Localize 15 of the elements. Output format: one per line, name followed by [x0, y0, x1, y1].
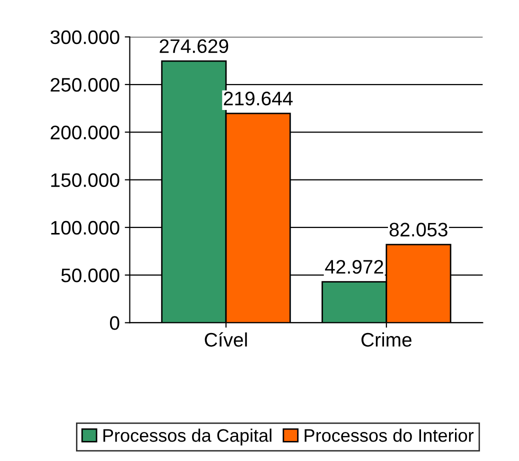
data-label: 42.972 — [325, 260, 384, 274]
y-tick-label: 200.000 — [50, 126, 120, 140]
data-label: 219.644 — [224, 92, 293, 106]
legend-label: Processos da Capital — [103, 428, 272, 446]
y-tick-label: 250.000 — [50, 78, 120, 92]
data-label: 82.053 — [390, 222, 448, 237]
y-tick-label: 300.000 — [50, 30, 120, 44]
x-tick-label: Cível — [204, 332, 247, 347]
y-tick-label: 150.000 — [51, 173, 120, 188]
data-label: 274.629 — [160, 39, 228, 54]
y-tick-label: 100.000 — [51, 220, 120, 235]
y-tick-label: 0 — [110, 316, 120, 330]
y-tick-label: 50.000 — [61, 268, 120, 282]
legend-label: Processos do Interior — [304, 428, 474, 442]
x-tick-label: Crime — [361, 332, 412, 347]
